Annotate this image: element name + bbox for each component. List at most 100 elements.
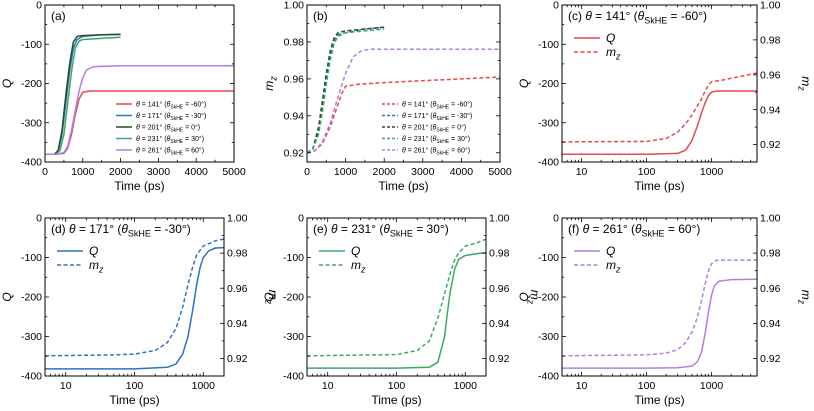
plot-frame [306, 217, 487, 377]
panel-title: (e) θ = 231° (θSkHE​ = 30°) [313, 222, 449, 238]
x-tick-label: 1000 [192, 380, 216, 392]
y2-tick-label: 0.94 [489, 318, 510, 330]
y-tick-label: -400 [538, 371, 559, 383]
y-tick-label: -200 [538, 78, 559, 90]
y2-tick-label: 0.94 [227, 318, 248, 330]
legend-entry: mz​ [351, 258, 366, 274]
legend-entry: θ = 201° (θSkHE​ = 0°) [136, 124, 200, 134]
y-tick-label: -300 [283, 331, 304, 343]
series-line-b-3 [307, 28, 385, 154]
series-group [307, 26, 500, 154]
y-tick-label: 0 [36, 0, 42, 12]
x-axis-label: Time (ps) [371, 393, 421, 407]
plot-frame [561, 217, 758, 377]
legend-entry: θ = 171° (θSkHE​ = -30°) [402, 112, 472, 122]
legend-entry: Q [89, 244, 98, 258]
series-line-f-1 [562, 259, 757, 357]
y-tick-label: -200 [21, 292, 42, 304]
legend-entry: θ = 231° (θSkHE​ = 30°) [402, 135, 470, 145]
y-tick-label: -200 [538, 292, 559, 304]
legend-entry: θ = 141° (θSkHE​ = -60°) [402, 101, 472, 111]
plot-frame [561, 4, 758, 163]
y-tick-label: -400 [283, 371, 304, 383]
y2-axis-label: mz​ [797, 76, 813, 91]
y2-tick-label: 0.96 [760, 283, 781, 295]
x-tick-label: 1000 [700, 166, 724, 178]
legend-entry: Q [351, 244, 360, 258]
y-tick-label: -300 [21, 117, 42, 129]
x-tick-label: 4000 [185, 166, 209, 178]
series-line-a-4 [45, 65, 234, 155]
legend-entry: mz​ [606, 45, 621, 61]
y-tick-label: -100 [21, 252, 42, 264]
panel-e: 10 100 1000 -400 -300 -200 -100 0 0.92 0.94 0.96 0.… [262, 213, 542, 407]
x-tick-label: 1000 [700, 380, 724, 392]
x-axis-label: Time (ps) [634, 393, 684, 407]
legend-entry: Q [606, 31, 615, 45]
series-group [307, 238, 486, 369]
legend-entry: θ = 141° (θSkHE​ = -60°) [136, 101, 206, 111]
x-tick-label: 4000 [450, 166, 474, 178]
panel-title: (f) θ = 261° (θSkHE​ = 60°) [568, 222, 700, 238]
panel-f: 10 100 1000 -400 -300 -200 -100 0 0.92 0.94 0.96 0.… [517, 213, 813, 407]
y2-tick-label: 0.96 [760, 69, 781, 81]
y2-tick-label: 0.98 [760, 34, 781, 46]
x-axis-label: Time (ps) [109, 393, 159, 407]
y-tick-label: -300 [538, 117, 559, 129]
series-line-f-0 [562, 278, 757, 369]
y-tick-label: -200 [21, 78, 42, 90]
x-axis-label: Time (ps) [378, 179, 428, 193]
y-axis-label: Q [262, 292, 276, 301]
y-tick-label: 1.00 [284, 0, 305, 12]
y-tick-label: -100 [538, 39, 559, 51]
panel-title: (d) θ = 171° (θSkHE​ = -30°) [51, 222, 191, 238]
y2-tick-label: 0.98 [760, 248, 781, 260]
y2-tick-label: 1.00 [760, 0, 781, 12]
y2-tick-label: 0.92 [760, 353, 781, 365]
y-tick-label: -100 [21, 39, 42, 51]
legend-entry: θ = 231° (θSkHE​ = 30°) [136, 135, 204, 145]
x-tick-label: 2000 [373, 166, 397, 178]
x-tick-label: 1000 [454, 380, 478, 392]
y-tick-label: 0.96 [284, 73, 305, 85]
panel-title: (c) θ = 141° (θSkHE​ = -60°) [568, 9, 707, 25]
y-axis-label: Q [0, 79, 14, 88]
x-axis-label: Time (ps) [114, 179, 164, 193]
y2-tick-label: 1.00 [227, 213, 248, 225]
series-group [562, 72, 757, 155]
series-line-e-0 [307, 252, 486, 369]
x-tick-label: 1000 [334, 166, 358, 178]
y2-tick-label: 0.92 [489, 353, 510, 365]
panel-d: 10 100 1000 -400 -300 -200 -100 0 0.92 0.94 0.96 0.… [0, 213, 280, 407]
x-tick-label: 10 [322, 380, 334, 392]
legend-entry: mz​ [606, 258, 621, 274]
x-tick-label: 10 [60, 380, 72, 392]
y-tick-label: -300 [538, 331, 559, 343]
series-group [45, 33, 234, 155]
series-line-c-0 [562, 90, 757, 155]
x-tick-label: 100 [638, 166, 656, 178]
y-tick-label: -400 [538, 157, 559, 169]
x-tick-label: 0 [304, 166, 310, 178]
y2-tick-label: 0.96 [227, 283, 248, 295]
x-tick-label: 3000 [411, 166, 435, 178]
y2-axis-label: mz​ [797, 290, 813, 305]
x-axis-label: Time (ps) [634, 179, 684, 193]
y2-tick-label: 0.92 [760, 139, 781, 151]
x-tick-label: 1000 [71, 166, 95, 178]
series-line-d-0 [45, 246, 224, 370]
series-line-a-1 [45, 33, 121, 155]
x-tick-label: 2000 [109, 166, 133, 178]
y2-tick-label: 0.98 [227, 248, 248, 260]
x-tick-label: 5000 [488, 166, 512, 178]
series-group [45, 238, 224, 370]
panel-a: 0 1000 2000 3000 4000 5000 -400 -300 -200 -100 0 Ti… [0, 0, 246, 193]
y-axis-label: Q [517, 292, 531, 301]
y-tick-label: 0 [553, 213, 559, 225]
legend-entry: θ = 201° (θSkHE​ = 0°) [402, 124, 466, 134]
x-tick-label: 100 [388, 380, 406, 392]
plot-frame [44, 217, 225, 377]
y2-tick-label: 0.96 [489, 283, 510, 295]
y-axis-label: Q [0, 292, 14, 301]
